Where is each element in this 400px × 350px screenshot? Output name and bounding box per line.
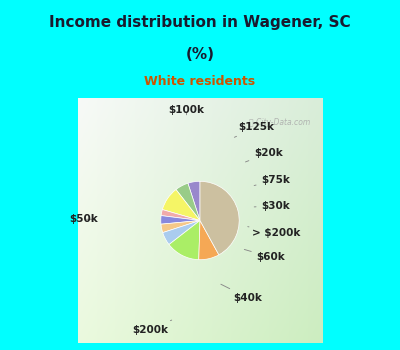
Wedge shape	[161, 216, 200, 224]
Wedge shape	[169, 220, 200, 260]
Text: Income distribution in Wagener, SC: Income distribution in Wagener, SC	[49, 15, 351, 30]
Text: > $200k: > $200k	[248, 227, 300, 238]
Text: $30k: $30k	[254, 201, 290, 211]
Wedge shape	[200, 181, 239, 255]
Text: $100k: $100k	[168, 105, 204, 115]
Wedge shape	[176, 183, 200, 220]
Text: $200k: $200k	[132, 320, 172, 335]
Wedge shape	[161, 220, 200, 233]
Text: ⓘ City-Data.com: ⓘ City-Data.com	[249, 118, 310, 127]
Text: $20k: $20k	[246, 148, 283, 162]
Text: (%): (%)	[186, 47, 214, 62]
Wedge shape	[161, 210, 200, 221]
Wedge shape	[188, 181, 200, 220]
Text: $75k: $75k	[254, 175, 290, 186]
Text: $50k: $50k	[69, 214, 98, 224]
Wedge shape	[162, 190, 200, 220]
Text: White residents: White residents	[144, 75, 256, 88]
Wedge shape	[163, 220, 200, 245]
Text: $125k: $125k	[234, 122, 274, 137]
Text: $60k: $60k	[244, 250, 286, 262]
Text: $40k: $40k	[221, 284, 262, 303]
Wedge shape	[199, 220, 219, 260]
